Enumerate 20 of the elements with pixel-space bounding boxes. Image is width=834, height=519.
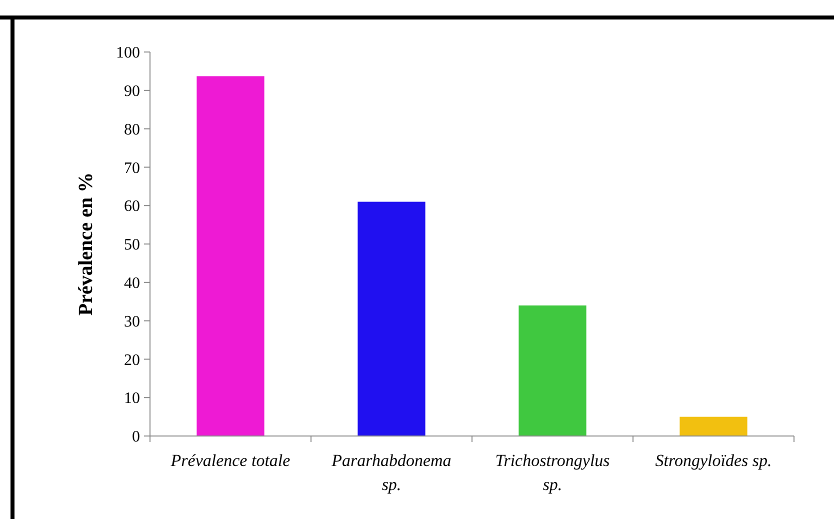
y-tick-label: 10: [124, 390, 140, 408]
y-tick-label: 0: [132, 428, 140, 446]
y-axis-title: Prévalence en %: [75, 172, 97, 316]
y-tick-label: 20: [124, 352, 140, 369]
y-tick-label: 50: [124, 236, 140, 254]
x-tick-label: Trichostrongylus sp.: [495, 451, 610, 494]
bar: [196, 76, 264, 436]
x-tick-label: Strongyloïdes sp.: [655, 451, 772, 470]
y-tick-label: 80: [124, 121, 140, 138]
bar: [518, 305, 586, 436]
y-tick-label: 40: [124, 275, 140, 292]
x-tick-label: Prévalence totale: [170, 451, 291, 470]
bar: [358, 202, 426, 436]
y-tick-label: 70: [124, 160, 140, 177]
bar: [680, 416, 748, 436]
y-tick-label: 100: [116, 44, 140, 62]
y-tick-label: 30: [124, 313, 140, 330]
y-tick-label: 60: [124, 198, 140, 216]
y-tick-label: 90: [124, 83, 140, 100]
x-tick-label: Pararhabdonema sp.: [330, 451, 452, 494]
